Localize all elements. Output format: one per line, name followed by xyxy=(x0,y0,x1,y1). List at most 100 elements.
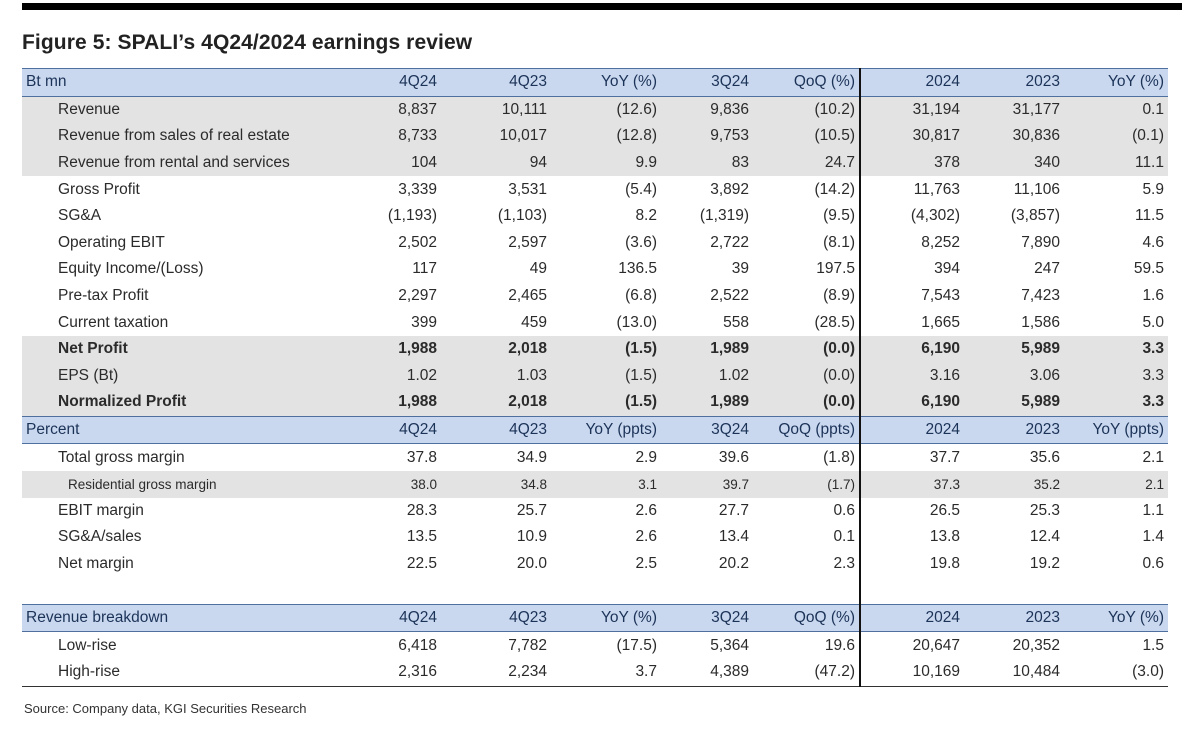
row-label: Revenue xyxy=(22,96,338,124)
cell-value: 34.8 xyxy=(441,470,551,498)
table-row: Current taxation 399 459 (13.0) 558 (28.5) 1,6… xyxy=(22,309,1168,336)
cell-value: (1.8) xyxy=(823,448,855,466)
cell-value: (13.0) xyxy=(616,313,658,331)
table-row: Equity Income/(Loss) 117 49 136.5 39 197.5 394… xyxy=(22,256,1168,283)
cell-value: 3.3 xyxy=(1064,335,1168,363)
cell-value: 25.7 xyxy=(516,501,547,519)
cell-value: 49 xyxy=(529,260,547,278)
column-header: 4Q23 xyxy=(441,603,551,633)
cell-value: 8,252 xyxy=(859,229,964,257)
table-row: Normalized Profit 1,988 2,018 (1.5) 1,989 (0.… xyxy=(22,389,1168,417)
cell-value: (3.6) xyxy=(625,233,657,251)
cell-value: (0.1) xyxy=(1064,123,1168,150)
cell-value: 1.02 xyxy=(338,362,441,390)
column-header: 3Q24 xyxy=(661,415,753,445)
cell-value: 2.3 xyxy=(833,554,855,572)
column-header: YoY (%) xyxy=(1064,603,1168,633)
header-row-breakdown: Revenue breakdown 4Q24 4Q23 YoY (%) 3Q24 QoQ … xyxy=(22,603,1168,633)
cell-value: (47.2) xyxy=(753,659,860,687)
table-row: High-rise 2,316 2,234 3.7 4,389 (47.2) 10,169 1… xyxy=(22,659,1168,687)
row-label: High-rise xyxy=(22,659,338,687)
cell-value: 11.5 xyxy=(1134,207,1164,225)
table-row: EPS (Bt) 1.02 1.03 (1.5) 1.02 (0.0) 3.16 3.06 3.… xyxy=(22,362,1168,390)
table-row: Revenue from rental and services 104 94 9.9… xyxy=(22,149,1168,177)
cell-value: 2.6 xyxy=(635,528,657,546)
cell-value: 0.6 xyxy=(833,501,855,519)
spacer-cell xyxy=(22,577,338,604)
column-header: YoY (ppts) xyxy=(551,415,661,445)
cell-value: 4,389 xyxy=(661,659,753,687)
column-header: 3Q24 xyxy=(661,68,753,97)
row-label: EBIT margin xyxy=(58,501,144,519)
row-label: Pre-tax Profit xyxy=(58,287,149,305)
cell-value: 39.7 xyxy=(661,470,753,498)
cell-value: (9.5) xyxy=(823,207,855,225)
figure-title: Figure 5: SPALI’s 4Q24/2024 earnings rev… xyxy=(22,31,473,54)
cell-value: 37.7 xyxy=(859,443,964,471)
cell-value: (6.8) xyxy=(625,287,657,305)
table-row: Net Profit 1,988 2,018 (1.5) 1,989 (0.0) 6,190… xyxy=(22,335,1168,363)
spacer-cell xyxy=(859,577,964,605)
cell-value: 1,665 xyxy=(859,309,964,336)
row-label: Revenue from sales of real estate xyxy=(22,123,338,150)
cell-value: (8.1) xyxy=(823,233,855,251)
cell-value: (28.5) xyxy=(814,313,856,331)
cell-value: 5,364 xyxy=(710,636,749,654)
cell-value: 5,989 xyxy=(964,389,1064,417)
cell-value: 399 xyxy=(411,313,437,331)
cell-value: 8.2 xyxy=(635,207,657,225)
cell-value: 7,890 xyxy=(1021,233,1060,251)
cell-value: (3.0) xyxy=(1064,659,1168,687)
cell-value: 394 xyxy=(859,256,964,283)
column-header: 2024 xyxy=(859,68,964,97)
spacer-cell xyxy=(441,577,551,604)
cell-value: 4.6 xyxy=(1142,233,1164,251)
row-label: Normalized Profit xyxy=(22,389,338,417)
section-label: Revenue breakdown xyxy=(22,603,338,633)
cell-value: 5.9 xyxy=(1142,180,1164,198)
row-label: EPS (Bt) xyxy=(22,362,338,390)
cell-value: 11,763 xyxy=(859,176,964,203)
cell-value: 20,647 xyxy=(859,631,964,660)
cell-value: 39 xyxy=(731,260,749,278)
cell-value: 3.3 xyxy=(1064,362,1168,390)
cell-value: 2.1 xyxy=(1064,470,1168,498)
cell-value: 378 xyxy=(859,149,964,177)
cell-value: (1.5) xyxy=(551,335,661,363)
cell-value: 2,316 xyxy=(338,659,441,687)
cell-value: 340 xyxy=(964,149,1064,177)
cell-value: 20,352 xyxy=(1012,636,1060,654)
row-label: Operating EBIT xyxy=(58,233,165,251)
column-header: QoQ (ppts) xyxy=(753,415,860,445)
cell-value: 104 xyxy=(338,149,441,177)
column-header: QoQ (%) xyxy=(753,603,860,633)
cell-value: 3.16 xyxy=(859,362,964,390)
row-label: Net margin xyxy=(58,554,134,572)
column-header: 2023 xyxy=(964,68,1064,97)
table-body: Bt mn 4Q24 4Q23 YoY (%) 3Q24 QoQ (%) 2024 2023 Y… xyxy=(22,68,1168,687)
cell-value: 34.9 xyxy=(516,448,547,466)
cell-value: 3,339 xyxy=(398,180,437,198)
table-row: Pre-tax Profit 2,297 2,465 (6.8) 2,522 (8.9) 7… xyxy=(22,282,1168,310)
cell-value: 3.3 xyxy=(1064,389,1168,417)
cell-value: 6,190 xyxy=(859,335,964,363)
cell-value: 26.5 xyxy=(859,497,964,525)
spacer-cell xyxy=(753,577,860,604)
cell-value: (8.9) xyxy=(823,287,855,305)
column-header: 2024 xyxy=(859,603,964,633)
cell-value: (1.5) xyxy=(551,389,661,417)
cell-value: 9,753 xyxy=(661,123,753,150)
cell-value: 11.1 xyxy=(1064,149,1168,177)
cell-value: 10,169 xyxy=(859,659,964,687)
table-row: SG&A (1,193) (1,103) 8.2 (1,319) (9.5) (4,302)… xyxy=(22,202,1168,230)
cell-value: 5.0 xyxy=(1142,313,1164,331)
cell-value: 6,190 xyxy=(859,389,964,417)
cell-value: 1,988 xyxy=(338,389,441,417)
cell-value: (12.8) xyxy=(551,123,661,150)
cell-value: (1,193) xyxy=(387,207,437,225)
cell-value: 1,586 xyxy=(1021,313,1060,331)
cell-value: 28.3 xyxy=(406,501,437,519)
cell-value: (10.5) xyxy=(753,123,860,150)
row-label: Equity Income/(Loss) xyxy=(58,260,204,278)
cell-value: 20.0 xyxy=(516,554,547,572)
